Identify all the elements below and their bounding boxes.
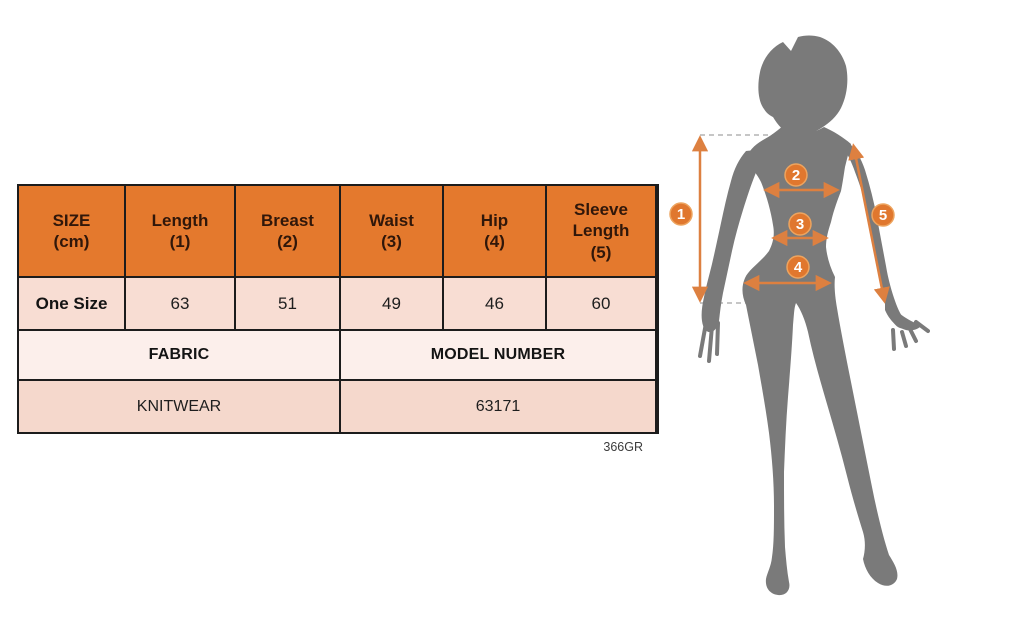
header-cell-hip: Hip (4) — [444, 186, 545, 276]
cell-length-value: 63 — [126, 278, 234, 329]
product-code-note: 366GR — [603, 440, 643, 454]
measurement-arrows — [691, 135, 890, 304]
right-hand-finger — [908, 327, 918, 343]
body-silhouette — [701, 35, 922, 596]
marker-label-3: 3 — [796, 216, 804, 233]
model-number-value: 63171 — [341, 381, 655, 432]
cell-breast-value: 51 — [236, 278, 339, 329]
marker-circle-5: 5 — [871, 203, 895, 227]
marker-circle-2: 2 — [784, 163, 808, 187]
marker-label-2: 2 — [792, 167, 800, 184]
right-hand-finger — [900, 330, 908, 348]
marker-label-4: 4 — [794, 259, 803, 276]
marker-label-5: 5 — [879, 207, 887, 224]
marker-circle-1: 1 — [669, 202, 693, 226]
left-hand-finger — [715, 321, 720, 356]
right-hand-shape — [885, 298, 922, 331]
header-cell-length: Length (1) — [126, 186, 234, 276]
measurement-arrow-5 — [848, 143, 890, 304]
marker-circles: 1 2 3 4 5 — [669, 163, 895, 279]
cell-waist-value: 49 — [341, 278, 442, 329]
dashed-guides — [700, 134, 782, 304]
header-cell-breast: Breast (2) — [236, 186, 339, 276]
right-arm-shape — [844, 141, 910, 329]
head-shape — [758, 35, 848, 136]
fabric-value: KNITWEAR — [19, 381, 339, 432]
left-hand-finger — [698, 321, 708, 358]
measurement-figure: 1 2 3 4 5 — [660, 10, 930, 620]
cell-sleeve-value: 60 — [547, 278, 655, 329]
size-table: SIZE (cm) Length (1) Breast (2) Waist (3… — [17, 184, 659, 434]
header-cell-waist: Waist (3) — [341, 186, 442, 276]
measurement-figure-svg: 1 2 3 4 5 — [669, 35, 930, 596]
cell-size-name: One Size — [19, 278, 124, 329]
marker-label-1: 1 — [677, 206, 685, 223]
finger-strokes — [698, 320, 930, 363]
fabric-label: FABRIC — [19, 331, 339, 379]
left-hand-finger — [707, 324, 714, 363]
right-hand-finger — [891, 328, 896, 351]
cell-hip-value: 46 — [444, 278, 545, 329]
model-number-label: MODEL NUMBER — [341, 331, 655, 379]
header-cell-sleeve: Sleeve Length (5) — [547, 186, 655, 276]
header-cell-size: SIZE (cm) — [19, 186, 124, 276]
torso-legs-shape — [742, 120, 898, 596]
left-arm-shape — [701, 150, 764, 333]
marker-circle-3: 3 — [788, 212, 812, 236]
marker-circle-4: 4 — [786, 255, 810, 279]
right-hand-finger — [914, 320, 930, 333]
